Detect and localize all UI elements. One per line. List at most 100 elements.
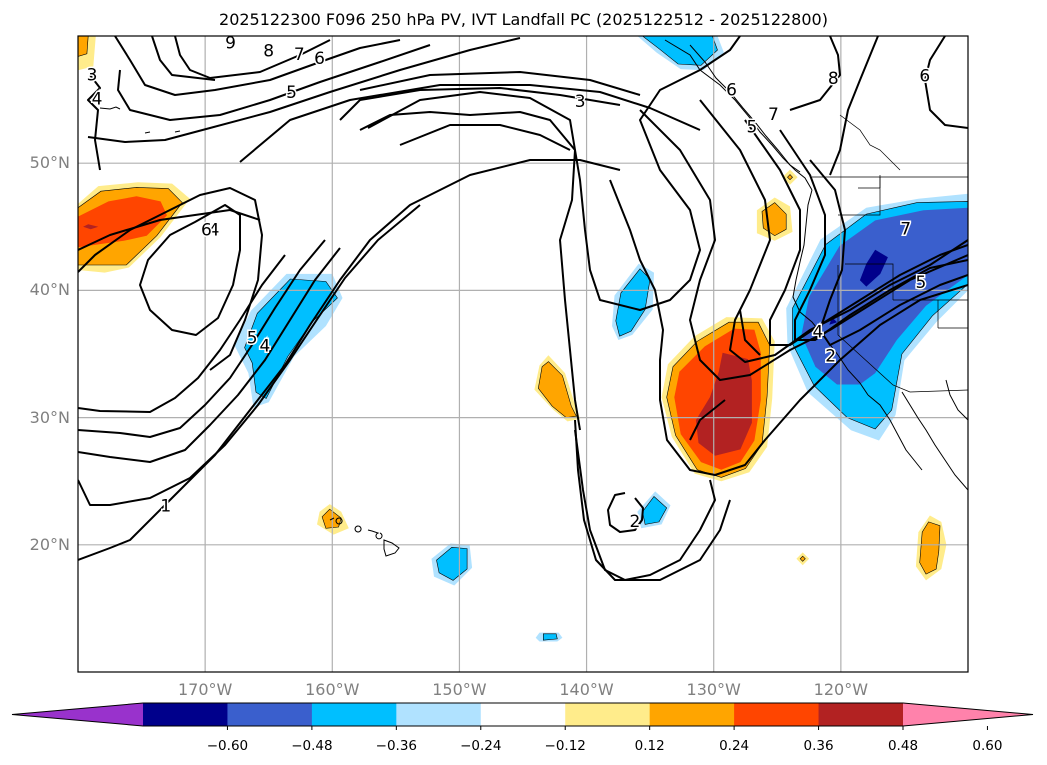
anomaly-mexico-positive-level — [919, 521, 941, 575]
coastline — [99, 106, 121, 110]
anomaly-gulf-alaska-negative — [637, 36, 724, 71]
political-border — [909, 389, 968, 393]
colorbar-box — [565, 703, 651, 726]
coastline — [664, 39, 813, 191]
contour-label: 8 — [263, 41, 274, 61]
coastline — [867, 394, 923, 471]
anomaly-tiny-negative — [535, 632, 563, 642]
colorbar-tick-label: 0.48 — [887, 738, 919, 754]
colorbar-box — [734, 703, 820, 726]
contour-label: 9 — [225, 34, 236, 54]
pv-contour-line — [574, 429, 716, 581]
political-border — [838, 175, 881, 216]
contour-label: 6 — [314, 49, 325, 69]
anomaly-gulf-alaska-negative-level — [642, 36, 718, 66]
lat-tick-label: 30°N — [29, 407, 70, 427]
colorbar-tick-label: −0.48 — [291, 738, 333, 754]
anomaly-off-california-positive-level — [695, 352, 752, 456]
lat-tick-label: 50°N — [29, 153, 70, 173]
colorbar-box — [818, 703, 904, 726]
pv-contour-line — [87, 74, 101, 171]
contour-label: 4 — [259, 336, 270, 356]
contour-label: 7 — [294, 45, 305, 65]
lat-tick-label: 20°N — [29, 534, 70, 554]
colorbar-box — [143, 703, 228, 726]
pv-contour-line — [744, 119, 968, 346]
contour-label: 2 — [825, 347, 836, 367]
contour-label: 7 — [768, 105, 779, 125]
colorbar — [11, 702, 1034, 730]
contour-label: 5 — [916, 273, 927, 293]
contour-label: 6 — [919, 67, 930, 87]
pv-contours-layer — [78, 36, 968, 581]
colorbar-outline — [11, 702, 1034, 727]
colorbar-tick-label: 0.60 — [972, 738, 1003, 754]
colorbar-box — [649, 703, 735, 726]
colorbar-box — [480, 703, 566, 726]
contour-label: 4 — [813, 322, 824, 342]
contour-label: 3 — [575, 92, 586, 112]
anomaly-ne-pacific-positive-level — [78, 196, 167, 248]
colorbar-box — [311, 703, 397, 726]
anomaly-tropical-negative-level — [642, 496, 668, 525]
colorbar-tick-label: −0.12 — [544, 738, 586, 754]
pv-contour-line — [78, 209, 261, 251]
pv-contour-line — [359, 71, 641, 96]
lat-tick-label: 40°N — [29, 280, 70, 300]
pv-contour-line — [574, 419, 731, 581]
colorbar-extend-min — [12, 703, 143, 726]
anomaly-central-pacific-negative — [234, 273, 343, 408]
pv-contour-line — [399, 124, 571, 151]
anomaly-small-positive — [796, 552, 810, 566]
pv-contour-line — [139, 204, 241, 336]
anomaly-bc-small-positive-level — [787, 174, 793, 181]
gridlines — [78, 36, 968, 672]
coastline — [901, 391, 968, 491]
lon-tick-label: 120°W — [813, 680, 869, 699]
pv-contour-line — [829, 36, 879, 176]
coastline — [367, 529, 383, 540]
pv-contour-line — [607, 492, 644, 533]
pv-contour-line — [689, 399, 726, 441]
pv-contour-line — [87, 37, 521, 143]
coastlines-layer — [99, 39, 968, 557]
colorbar-box — [396, 703, 482, 726]
pv-contour-line — [78, 187, 263, 371]
pv-contour-line — [924, 36, 968, 129]
pv-contour-line — [78, 254, 286, 413]
anomaly-tiny-negative-level — [543, 633, 558, 641]
pv-contour-line — [174, 36, 331, 79]
coastline — [792, 189, 869, 396]
pv-contour-line — [809, 159, 968, 346]
lon-tick-label: 130°W — [686, 680, 741, 699]
contour-label: 4 — [209, 221, 220, 241]
coastline — [335, 517, 343, 525]
pv-contour-line — [78, 247, 341, 463]
anomaly-southwest-us-negative-level — [829, 317, 837, 325]
political-border — [837, 265, 911, 393]
colorbar-tick-label: 0.24 — [719, 738, 750, 754]
pv-contour-line — [739, 309, 761, 356]
pv-contour-line — [789, 36, 841, 111]
coastline — [174, 130, 181, 133]
contour-label: 2 — [629, 512, 640, 532]
anomaly-tropical-negative — [637, 491, 671, 529]
pv-contour-line — [239, 84, 701, 163]
contour-label: 3 — [87, 65, 98, 85]
map-frame — [77, 35, 969, 673]
coastline — [144, 131, 151, 134]
contour-label: 7 — [900, 219, 911, 239]
pv-contour-line — [78, 239, 326, 438]
pv-contour-line — [367, 36, 741, 311]
anomaly-corner-positive-level — [78, 36, 89, 57]
coastline — [689, 44, 801, 173]
contour-label: 5 — [247, 329, 258, 349]
contour-label: 6 — [201, 221, 212, 241]
pv-contour-line — [339, 87, 621, 121]
pv-contour-line — [117, 44, 431, 121]
lon-tick-label: 150°W — [432, 680, 487, 699]
coastline — [383, 539, 400, 557]
colorbar-tick-label: 0.12 — [634, 738, 665, 754]
